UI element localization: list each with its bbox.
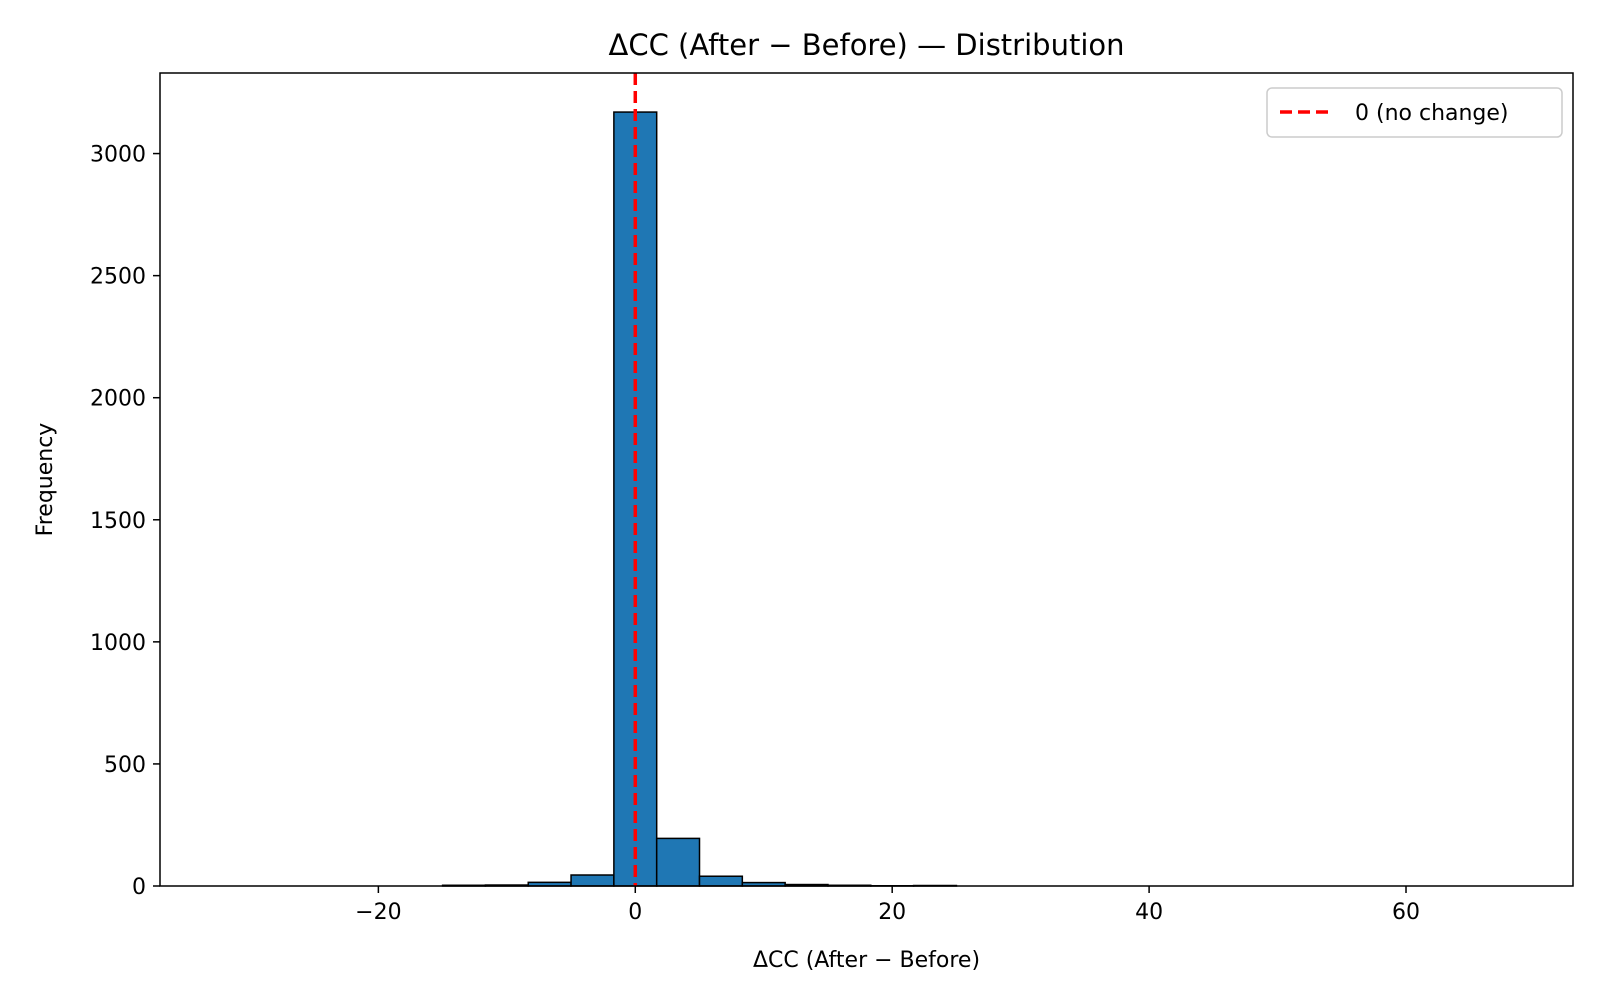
x-tick-label: 0: [628, 900, 642, 925]
y-tick-label: 3000: [90, 143, 146, 168]
chart-title: ΔCC (After − Before) — Distribution: [609, 28, 1125, 62]
y-axis-title: Frequency: [33, 423, 58, 537]
plot-area-frame: [159, 72, 1574, 887]
x-tick-label: 60: [1392, 900, 1420, 925]
y-tick-label: 500: [104, 753, 146, 778]
x-tick-label: 20: [878, 900, 906, 925]
y-tick-label: 0: [132, 875, 146, 900]
histogram-bar: [655, 837, 701, 887]
x-axis-ticks: −20 0 20 40 60: [355, 886, 1420, 925]
x-tick-label: 40: [1135, 900, 1163, 925]
histogram-bar: [570, 874, 615, 887]
y-tick-label: 2000: [90, 387, 146, 412]
legend: 0 (no change): [1266, 87, 1563, 138]
y-tick-label: 1500: [90, 509, 146, 534]
x-axis-title: ΔCC (After − Before): [753, 948, 980, 973]
x-tick-label: −20: [355, 900, 401, 925]
y-tick-label: 2500: [90, 265, 146, 290]
y-axis-ticks: 0 500 1000 1500 2000 2500 3000: [90, 143, 160, 900]
legend-box: [1266, 87, 1563, 138]
y-tick-label: 1000: [90, 631, 146, 656]
legend-label: 0 (no change): [1355, 101, 1509, 126]
histogram-bar: [698, 875, 744, 887]
